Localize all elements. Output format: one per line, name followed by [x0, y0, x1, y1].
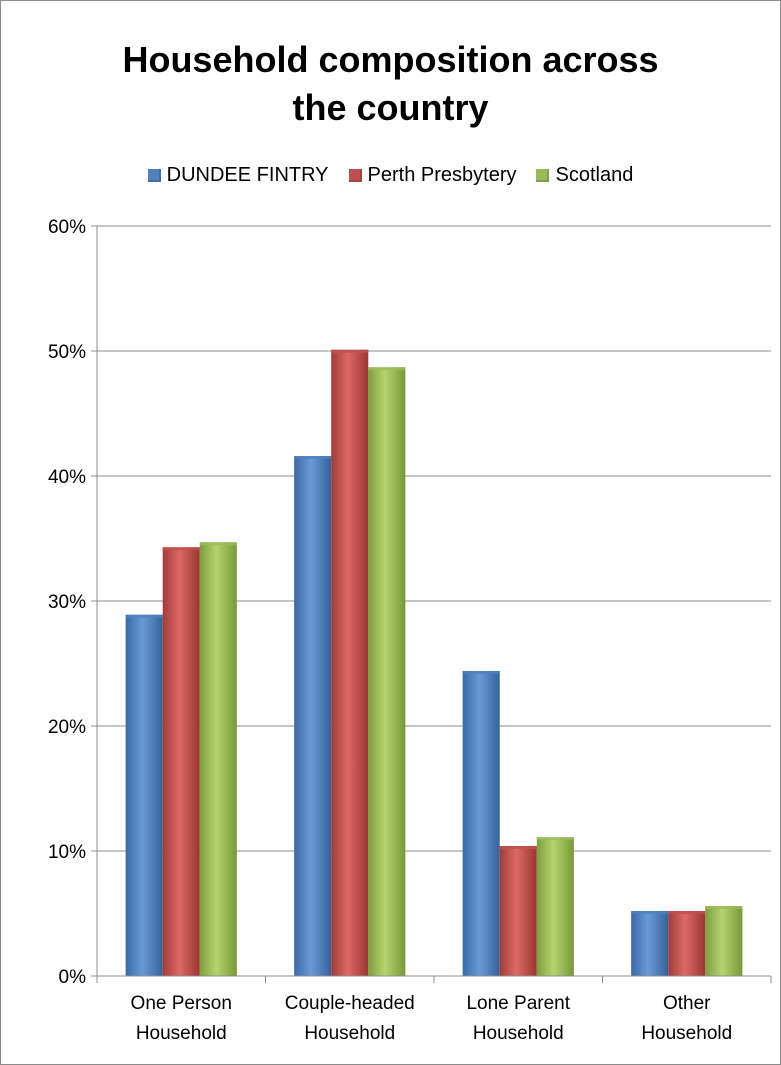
- bar: [294, 456, 332, 976]
- legend-item-dundee-fintry[interactable]: DUNDEE FINTRY: [147, 164, 329, 187]
- bar-top-edge: [668, 911, 706, 914]
- bar-top-edge: [499, 846, 537, 849]
- legend-item-perth-presbytery[interactable]: Perth Presbytery: [348, 164, 517, 187]
- x-tick-label: Household: [641, 1023, 732, 1044]
- bar: [462, 671, 500, 976]
- bar: [331, 349, 369, 976]
- bar: [668, 911, 706, 976]
- bar: [499, 846, 537, 976]
- y-tick-label: 30%: [48, 592, 86, 613]
- bar-top-edge: [462, 671, 500, 674]
- x-tick-label: Household: [304, 1023, 395, 1044]
- legend-swatch-perth-presbytery: [348, 169, 362, 182]
- bar: [125, 614, 163, 976]
- x-tick-label: One Person: [131, 993, 232, 1014]
- bar-top-edge: [705, 906, 743, 909]
- chart-title-line-1: Household composition across: [122, 39, 659, 80]
- legend-label-scotland: Scotland: [555, 164, 634, 186]
- bar-top-edge: [294, 456, 332, 459]
- x-tick-label: Couple-headed: [285, 993, 415, 1014]
- bar: [162, 547, 200, 976]
- bar: [536, 837, 574, 976]
- y-tick-label: 40%: [48, 467, 86, 488]
- legend-swatch-scotland: [536, 169, 550, 182]
- x-tick-label: Household: [473, 1023, 564, 1044]
- chart-title-line-2: the country: [292, 87, 489, 128]
- y-tick-label: 10%: [48, 842, 86, 863]
- bar: [368, 367, 406, 976]
- bar: [705, 906, 743, 976]
- chart-title: Household composition across the country: [0, 36, 781, 132]
- legend-item-scotland[interactable]: Scotland: [536, 164, 633, 187]
- y-tick-label: 20%: [48, 717, 86, 738]
- y-tick-label: 50%: [48, 342, 86, 363]
- x-tick-label: Lone Parent: [466, 993, 570, 1014]
- y-tick-label: 60%: [48, 217, 86, 238]
- legend-label-dundee-fintry: DUNDEE FINTRY: [166, 164, 329, 186]
- x-tick-label: Household: [136, 1023, 227, 1044]
- y-tick-label: 0%: [59, 967, 87, 988]
- bar-top-edge: [125, 614, 163, 618]
- bar-top-edge: [536, 837, 574, 841]
- bar-top-edge: [162, 547, 200, 551]
- bar: [199, 542, 237, 976]
- x-tick-label: Other: [663, 993, 711, 1014]
- legend: DUNDEE FINTRY Perth Presbytery Scotland: [0, 164, 781, 187]
- bar: [631, 911, 669, 976]
- bar-top-edge: [631, 911, 669, 914]
- bar-top-edge: [368, 367, 406, 371]
- legend-label-perth-presbytery: Perth Presbytery: [367, 164, 517, 186]
- bar-top-edge: [199, 542, 237, 546]
- legend-swatch-dundee-fintry: [147, 169, 161, 182]
- bar-top-edge: [331, 349, 369, 353]
